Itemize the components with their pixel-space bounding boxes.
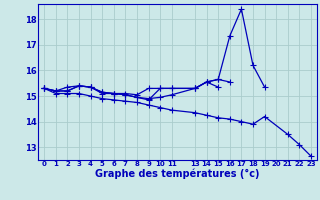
X-axis label: Graphe des températures (°c): Graphe des températures (°c) [95, 169, 260, 179]
